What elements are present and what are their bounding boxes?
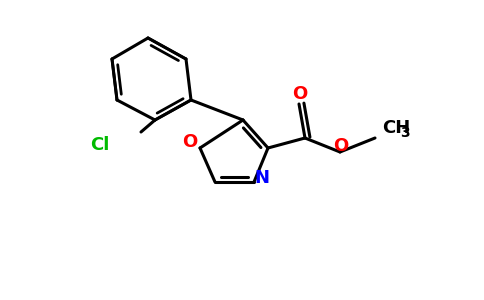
Text: N: N: [255, 169, 270, 187]
Text: Cl: Cl: [91, 136, 110, 154]
Text: O: O: [182, 133, 197, 151]
Text: CH: CH: [382, 119, 410, 137]
Text: O: O: [333, 137, 348, 155]
Text: O: O: [292, 85, 308, 103]
Text: 3: 3: [400, 126, 409, 140]
